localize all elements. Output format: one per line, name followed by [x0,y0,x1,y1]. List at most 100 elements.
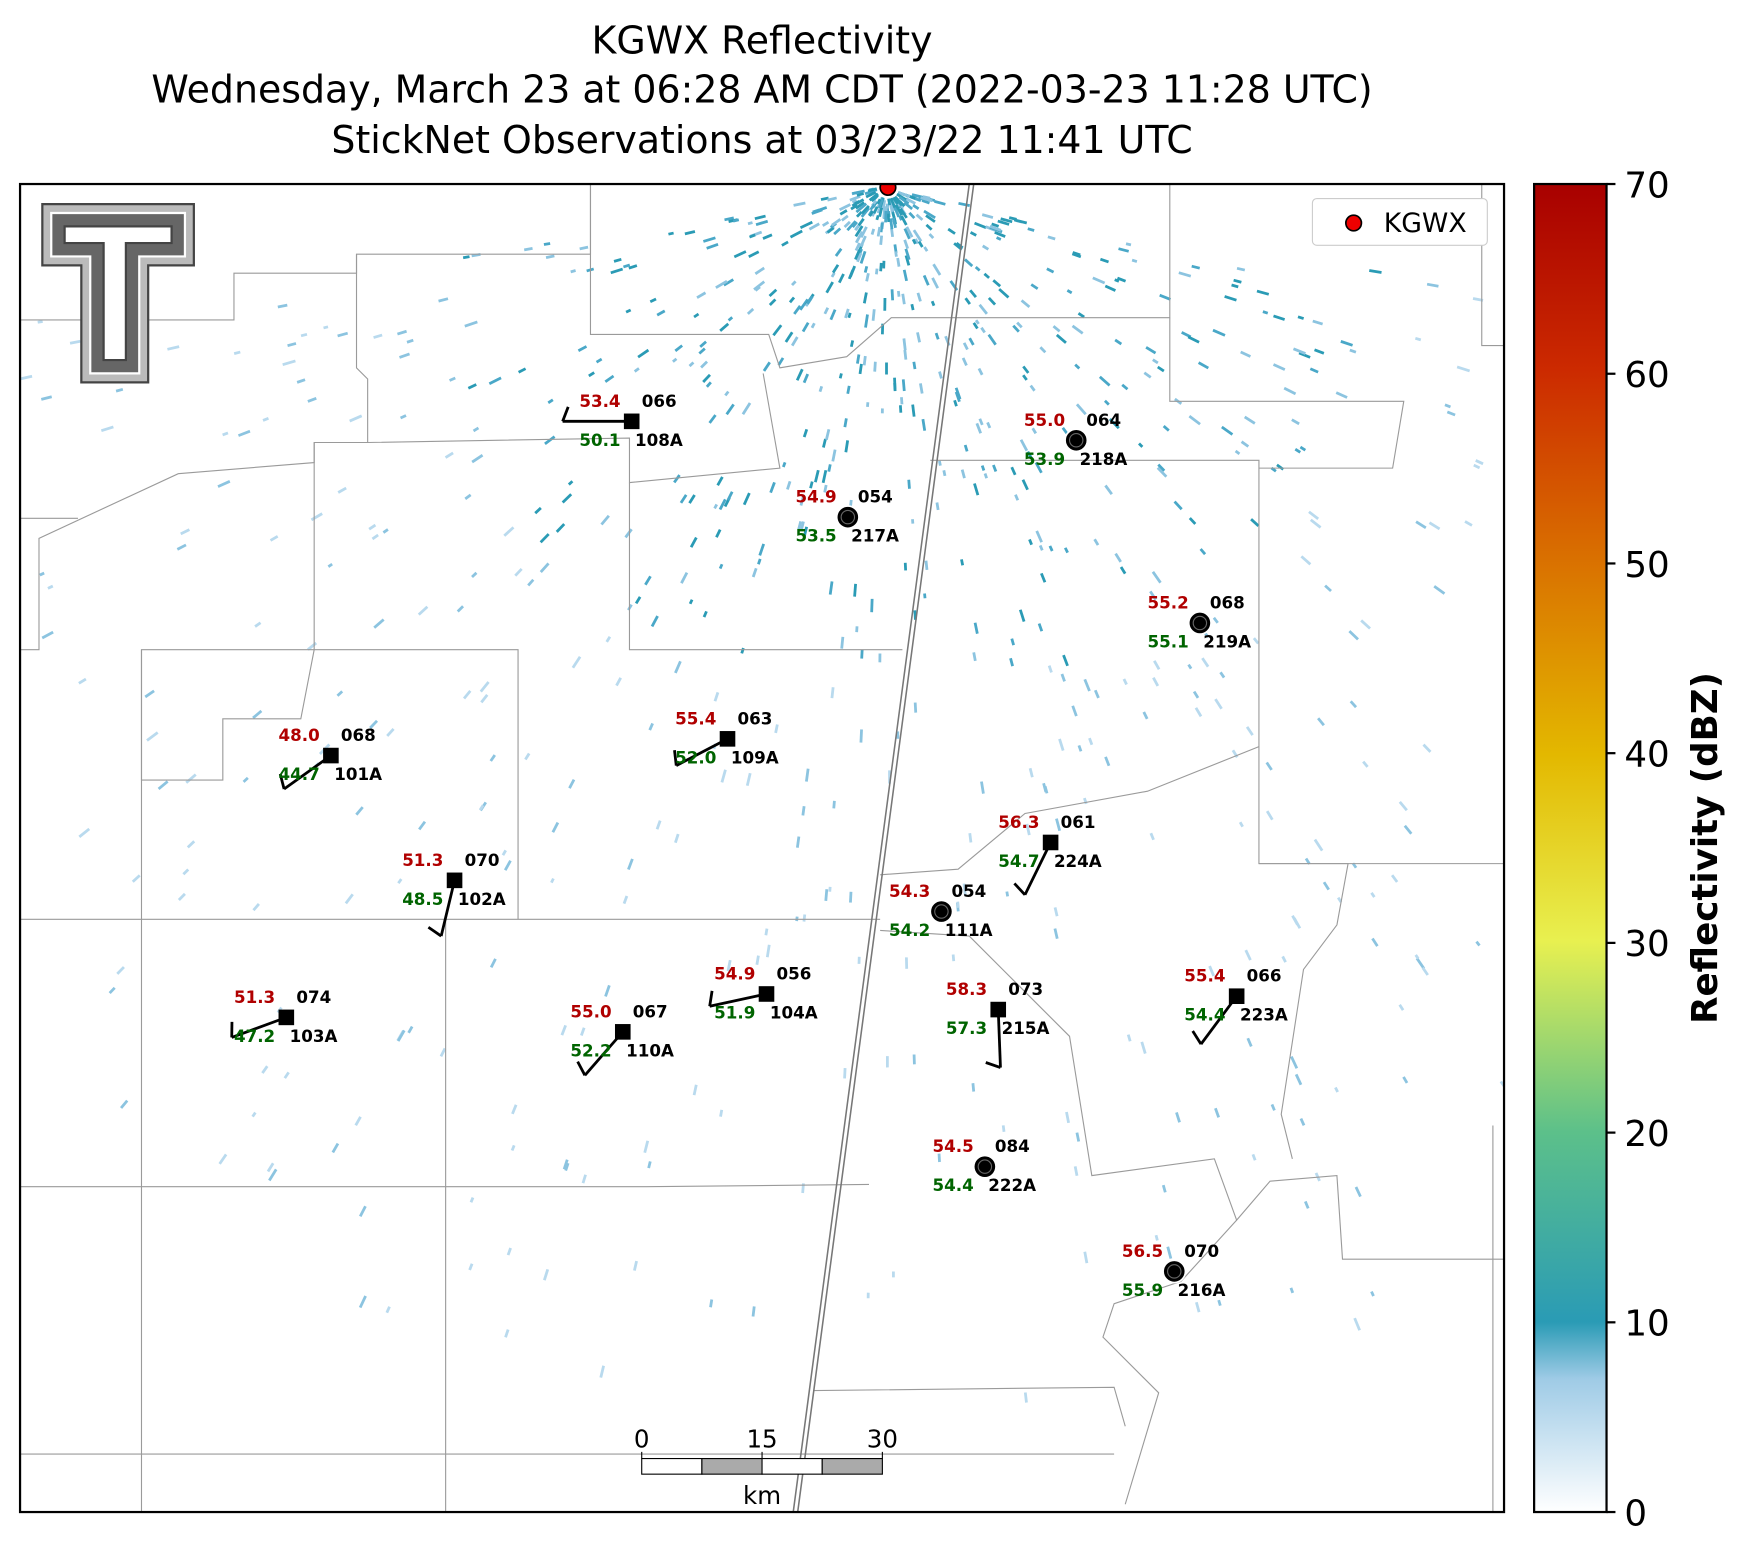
radar-echo [856,252,863,263]
radar-echo [1114,552,1122,563]
radar-echo [887,198,892,206]
radar-echo [1083,678,1091,692]
radar-echo [1188,517,1197,525]
wind-barb-flag [708,990,714,1007]
radar-echo [1046,267,1055,274]
station-marker [990,1001,1007,1018]
radar-echo [865,190,877,199]
pressure: 068 [341,725,376,745]
radar-echo [39,571,45,577]
radar-echo [923,593,927,599]
radar-echo [1088,737,1094,746]
radar-echo [406,338,414,344]
radar-echo [1294,1073,1303,1086]
radar-echo [954,391,961,403]
radar-echo [1292,347,1306,355]
radar-echo [896,290,901,297]
radar-echo [839,203,851,212]
radar-echo [1256,289,1270,296]
radar-echo [754,266,765,275]
wind-barb-flag [985,1061,1001,1069]
radar-echo [733,250,747,259]
radar-echo [755,219,769,227]
radar-echo [751,1306,756,1317]
radar-echo [1149,590,1157,601]
radar-echo [1047,235,1056,241]
radar-echo [827,196,837,202]
radar-echo [397,329,407,336]
radar-echo [747,221,753,226]
radar-echo [472,426,480,433]
radar-echo [560,1024,567,1036]
radar-echo [344,893,354,905]
radar-echo [562,1159,569,1170]
station-marker [278,1009,295,1026]
radar-echo [399,352,410,359]
radar-echo [1370,1290,1375,1297]
radar-echo [283,1071,290,1079]
colorbar-label: Reflectivity (dBZ) [1685,672,1726,1024]
radar-echo [716,476,724,486]
radar-echo [674,660,682,674]
radar-echo [802,373,810,384]
temperature: 55.0 [1024,410,1065,430]
radar-echo [1047,665,1053,673]
radar-echo [910,303,915,311]
radar-echo [1075,1132,1081,1142]
radar-echo [144,689,155,699]
radar-echo [610,267,624,275]
radar-echo [468,1263,474,1271]
radar-echo [868,192,879,202]
station: 55.2 068 55.1 219A [1148,592,1252,651]
scale-segment [701,1458,763,1475]
station-id: 108A [635,430,683,450]
radar-echo [793,305,802,315]
radar-echo [830,687,835,699]
radar-echo [568,778,576,789]
wind-barb [231,1016,287,1039]
radar-echo [1099,257,1109,264]
radar-echo [368,523,377,531]
temperature: 58.3 [946,979,987,999]
radar-echo [901,379,906,392]
radar-echo [920,196,933,203]
radar-echo [511,1104,518,1115]
pressure: 063 [738,708,773,728]
radar-echo [1028,767,1034,778]
radar-echo [471,253,481,258]
calm-ring [1192,615,1208,631]
radar-echo [550,877,555,884]
radar-echo [1053,928,1059,939]
radar-echo [822,438,827,448]
radar-echo [1126,1034,1132,1042]
radar-echo [788,296,796,304]
radar-echo [327,562,333,568]
pressure: 068 [1210,592,1245,612]
radar-echo [790,336,799,347]
radar-echo [1283,386,1297,396]
radar-echo [1208,965,1215,977]
radar-echo [467,383,477,390]
radar-echo [625,308,632,314]
radar-echo [883,297,887,311]
radar-echo [912,1054,916,1065]
pressure: 084 [995,1136,1030,1156]
station-id: 102A [458,889,506,909]
radar-echo [821,220,830,227]
radar-echo [1031,427,1037,435]
radar-echo [856,192,865,197]
radar-echo [986,421,992,429]
radar-echo [1309,518,1322,529]
station-marker [623,413,640,430]
radar-echo [983,473,988,479]
dewpoint: 53.5 [795,526,836,546]
radar-echo [827,464,832,472]
radar-echo [655,820,662,830]
radar-echo [969,231,977,237]
radar-echo [503,526,515,537]
radar-echo [924,560,929,570]
radar-echo [1152,358,1159,365]
radar-echo [1475,459,1484,466]
radar-echo [1192,690,1200,699]
radar-echo [795,368,804,381]
